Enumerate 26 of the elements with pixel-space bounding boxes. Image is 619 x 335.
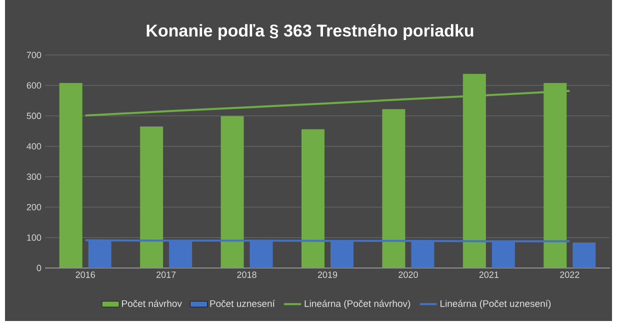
legend-label: Počet uznesení xyxy=(210,300,275,307)
y-tick-label: 400 xyxy=(26,143,42,150)
x-tick-label: 2022 xyxy=(560,272,580,278)
x-tick-label: 2018 xyxy=(237,272,256,278)
bar xyxy=(220,116,244,268)
legend-label: Lineárna (Počet uznesení) xyxy=(440,300,551,309)
x-tick-label: 2019 xyxy=(318,272,338,278)
y-tick-label: 100 xyxy=(27,234,42,241)
x-tick-label: 2017 xyxy=(156,272,176,278)
legend-label: Počet návrhov xyxy=(122,300,182,307)
x-tick-label: 2016 xyxy=(76,272,95,278)
y-tick-label: 0 xyxy=(36,264,42,272)
bar xyxy=(140,126,164,268)
bar xyxy=(301,129,324,268)
x-tick-label: 2021 xyxy=(479,272,498,278)
bar xyxy=(59,82,82,268)
y-tick-label: 600 xyxy=(26,82,42,89)
y-tick-label: 700 xyxy=(26,52,42,58)
y-tick-label: 200 xyxy=(26,204,42,210)
y-tick-label: 300 xyxy=(26,174,42,180)
chart-title: Konanie podľa § 363 Trestného poriadku xyxy=(146,24,474,40)
x-tick-label: 2020 xyxy=(398,272,418,278)
bar xyxy=(572,242,596,268)
y-tick-label: 500 xyxy=(26,112,42,120)
legend-label: Lineárna (Počet návrhov) xyxy=(304,300,410,309)
bar xyxy=(382,109,406,268)
